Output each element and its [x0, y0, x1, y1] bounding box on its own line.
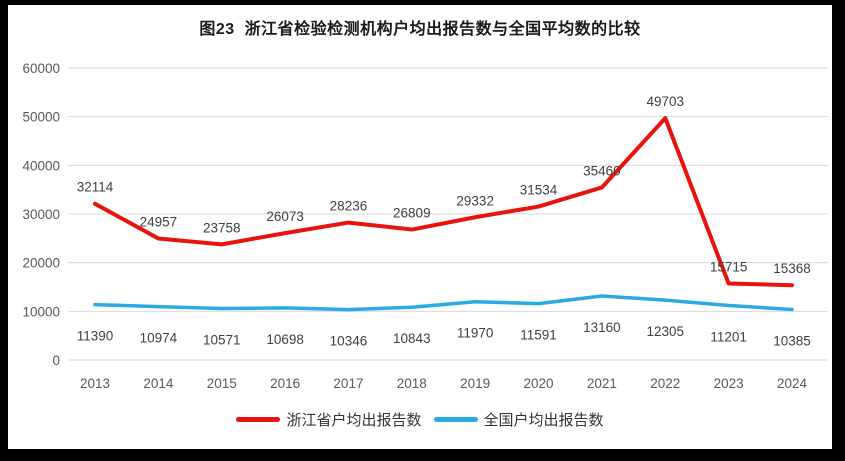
y-tick-label: 30000: [22, 207, 60, 222]
data-label: 13160: [583, 320, 621, 335]
y-tick-label: 0: [52, 353, 60, 368]
data-label: 23758: [203, 220, 241, 235]
data-label: 11591: [520, 328, 557, 343]
data-label: 28236: [330, 199, 368, 214]
data-label: 10346: [330, 334, 368, 349]
x-tick-label: 2022: [650, 376, 680, 391]
data-label: 26809: [393, 206, 431, 221]
legend-item-zhejiang: 浙江省户均出报告数: [236, 409, 422, 430]
legend: 浙江省户均出报告数 全国户均出报告数: [8, 409, 832, 430]
series-line-1: [93, 294, 794, 312]
data-label: 11390: [77, 329, 114, 344]
data-label: 32114: [77, 180, 114, 195]
legend-item-national: 全国户均出报告数: [433, 409, 604, 430]
data-label: 10843: [393, 331, 431, 346]
data-label: 15368: [773, 261, 811, 276]
x-tick-label: 2014: [143, 376, 174, 391]
y-tick-label: 60000: [22, 61, 60, 76]
chart-title: 图23 浙江省检验检测机构户均出报告数与全国平均数的比较: [199, 21, 641, 38]
data-label: 10974: [140, 331, 178, 346]
data-label: 31534: [520, 183, 558, 198]
legend-label-zhejiang: 浙江省户均出报告数: [286, 412, 422, 429]
data-label: 12305: [646, 324, 684, 339]
data-label: 24957: [140, 215, 178, 230]
y-tick-label: 40000: [22, 158, 60, 173]
data-label: 11970: [457, 326, 494, 341]
x-tick-label: 2013: [80, 376, 110, 391]
x-tick-label: 2015: [207, 376, 237, 391]
data-label: 15715: [710, 260, 748, 275]
data-label: 29332: [456, 193, 494, 208]
data-label: 26073: [266, 209, 304, 224]
x-tick-label: 2016: [270, 376, 300, 391]
x-tick-label: 2020: [524, 376, 554, 391]
x-tick-label: 2024: [777, 376, 808, 391]
line-chart: 0 10000 20000 30000 40000 50000 60000 2013 2014 2…: [22, 61, 828, 391]
x-tick-label: 2019: [460, 376, 490, 391]
data-label: 10571: [203, 333, 241, 348]
data-label: 35460: [583, 163, 621, 178]
y-tick-label: 10000: [22, 304, 60, 319]
data-label: 10698: [266, 332, 304, 347]
y-tick-label: 20000: [22, 256, 60, 271]
x-tick-label: 2018: [397, 376, 427, 391]
data-label: 11201: [710, 329, 747, 344]
series-line-0: [93, 116, 794, 288]
legend-swatch-blue-line: [433, 417, 478, 422]
x-tick-label: 2021: [587, 376, 617, 391]
data-label: 49703: [646, 94, 684, 109]
x-tick-label: 2023: [714, 376, 744, 391]
x-tick-label: 2017: [333, 376, 363, 391]
y-tick-label: 50000: [22, 110, 60, 125]
legend-swatch-red-line: [236, 417, 281, 422]
data-label: 10385: [773, 333, 811, 348]
legend-label-national: 全国户均出报告数: [483, 412, 604, 429]
